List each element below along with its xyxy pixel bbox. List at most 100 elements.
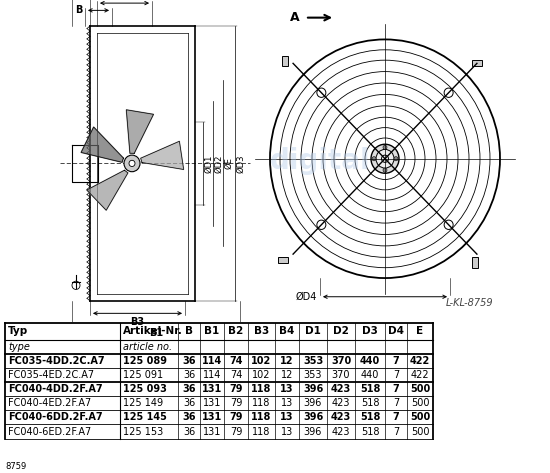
Polygon shape [126, 110, 153, 153]
Text: 13: 13 [280, 384, 294, 394]
Text: 500: 500 [411, 427, 429, 437]
Text: 131: 131 [203, 398, 221, 408]
Text: FC040-6DD.2F.A7: FC040-6DD.2F.A7 [8, 412, 103, 422]
Text: 118: 118 [251, 384, 272, 394]
Text: 36: 36 [182, 412, 196, 422]
Bar [472, 257, 478, 268]
Text: 12: 12 [281, 370, 293, 380]
Text: E: E [416, 326, 424, 336]
Text: D1: D1 [305, 326, 321, 336]
Text: 422: 422 [411, 370, 430, 380]
Text: 125 091: 125 091 [123, 370, 163, 380]
Text: 13: 13 [280, 412, 294, 422]
Text: 125 149: 125 149 [123, 398, 163, 408]
Text: B3: B3 [130, 317, 145, 327]
Text: 500: 500 [411, 398, 429, 408]
Text: article no.: article no. [123, 342, 172, 351]
Text: 7: 7 [393, 384, 399, 394]
Text: 118: 118 [251, 412, 272, 422]
Text: B1: B1 [149, 328, 163, 338]
Text: 114: 114 [202, 356, 222, 366]
Polygon shape [81, 127, 123, 162]
Text: 396: 396 [303, 412, 323, 422]
Text: 131: 131 [202, 384, 222, 394]
Text: 500: 500 [410, 384, 430, 394]
Text: 396: 396 [304, 427, 322, 437]
Text: 518: 518 [360, 384, 380, 394]
Text: 518: 518 [360, 412, 380, 422]
Circle shape [372, 157, 376, 161]
Text: 7: 7 [393, 370, 399, 380]
Text: 131: 131 [202, 412, 222, 422]
Polygon shape [87, 170, 128, 210]
Text: 353: 353 [303, 356, 323, 366]
Text: 36: 36 [183, 370, 195, 380]
Text: 396: 396 [304, 398, 322, 408]
Text: 7: 7 [393, 398, 399, 408]
Text: D3: D3 [362, 326, 378, 336]
Text: FC040-4ED.2F.A7: FC040-4ED.2F.A7 [8, 398, 91, 408]
Bar [282, 56, 288, 67]
Text: 118: 118 [252, 427, 271, 437]
Circle shape [444, 220, 453, 229]
Text: 102: 102 [252, 370, 271, 380]
Text: 114: 114 [203, 370, 221, 380]
Text: 79: 79 [230, 398, 242, 408]
Text: 102: 102 [251, 356, 272, 366]
Text: ØD3: ØD3 [236, 154, 245, 173]
Text: 423: 423 [332, 398, 350, 408]
Text: 79: 79 [229, 412, 243, 422]
Circle shape [394, 157, 398, 161]
Text: 79: 79 [229, 384, 243, 394]
Text: 74: 74 [230, 370, 242, 380]
Text: D2: D2 [333, 326, 349, 336]
Text: 131: 131 [203, 427, 221, 437]
Text: 7: 7 [393, 412, 399, 422]
Text: D4: D4 [388, 326, 404, 336]
Text: 13: 13 [281, 427, 293, 437]
Text: Artikel-Nr.: Artikel-Nr. [123, 326, 183, 336]
Text: 36: 36 [183, 427, 195, 437]
Text: 36: 36 [183, 398, 195, 408]
Text: 125 145: 125 145 [123, 412, 167, 422]
Text: 370: 370 [331, 356, 351, 366]
Text: B: B [185, 326, 193, 336]
Text: Typ: Typ [8, 326, 28, 336]
Text: 125 153: 125 153 [123, 427, 163, 437]
Text: 518: 518 [361, 398, 379, 408]
Circle shape [371, 144, 399, 173]
Circle shape [444, 88, 453, 97]
Circle shape [383, 145, 387, 149]
Text: 370: 370 [332, 370, 350, 380]
Text: 423: 423 [332, 427, 350, 437]
Bar [472, 60, 482, 67]
Text: B2: B2 [228, 326, 244, 336]
Text: 500: 500 [410, 412, 430, 422]
Text: 8759: 8759 [5, 462, 26, 471]
Text: L-KL-8759: L-KL-8759 [446, 298, 494, 308]
Text: 422: 422 [410, 356, 430, 366]
Text: 79: 79 [230, 427, 242, 437]
Text: ØD1: ØD1 [204, 154, 213, 173]
Text: 7: 7 [393, 356, 399, 366]
Text: ØD2: ØD2 [214, 154, 223, 173]
Text: 36: 36 [182, 384, 196, 394]
Text: 440: 440 [360, 356, 380, 366]
Text: 353: 353 [304, 370, 322, 380]
Text: FC040-6ED.2F.A7: FC040-6ED.2F.A7 [8, 427, 91, 437]
Text: 518: 518 [361, 427, 379, 437]
Text: ØE: ØE [224, 158, 233, 169]
Text: B1: B1 [205, 326, 219, 336]
Bar [278, 257, 288, 263]
Text: 74: 74 [229, 356, 243, 366]
Text: 396: 396 [303, 384, 323, 394]
Text: 118: 118 [252, 398, 271, 408]
Text: B4: B4 [279, 326, 295, 336]
Text: FC040-4DD.2F.A7: FC040-4DD.2F.A7 [8, 384, 103, 394]
Text: 125 093: 125 093 [123, 384, 167, 394]
Text: ØD4: ØD4 [296, 292, 317, 302]
Text: type: type [8, 342, 30, 351]
Text: B3: B3 [254, 326, 269, 336]
Text: 423: 423 [331, 384, 351, 394]
Circle shape [129, 160, 135, 166]
